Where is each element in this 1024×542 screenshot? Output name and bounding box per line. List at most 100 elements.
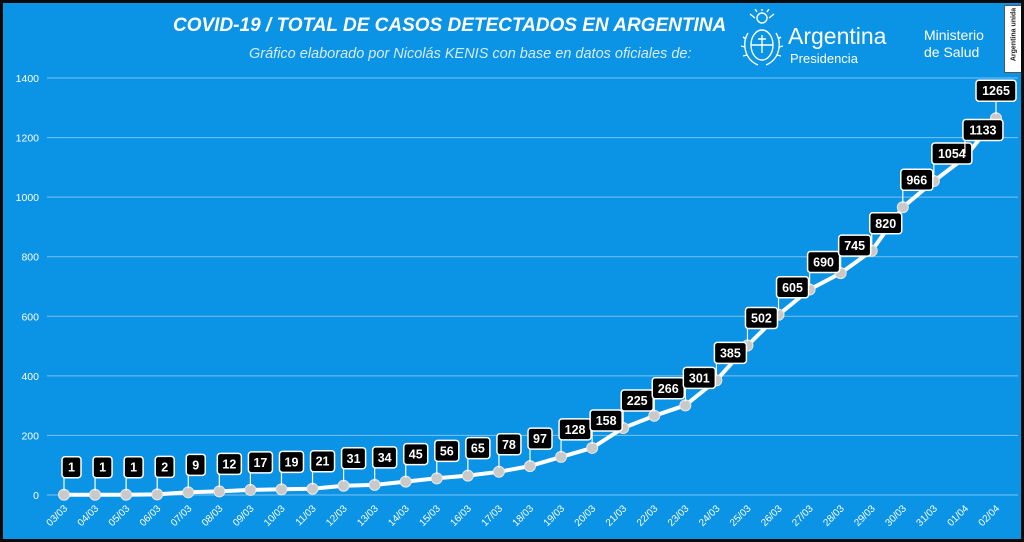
coat-of-arms-icon <box>740 9 784 66</box>
data-label-value: 2 <box>161 460 168 474</box>
data-point <box>368 478 381 491</box>
data-label: 17 <box>247 451 274 486</box>
data-label: 31 <box>340 447 367 482</box>
x-tick-label: 02/04 <box>977 503 1003 529</box>
data-label: 690 <box>806 250 841 286</box>
data-label: 301 <box>682 366 717 402</box>
x-tick-label: 13/03 <box>355 503 381 529</box>
x-tick-label: 30/03 <box>883 503 909 529</box>
data-label: 45 <box>402 442 429 478</box>
data-label-box <box>527 427 553 450</box>
data-label-value: 17 <box>253 456 267 470</box>
x-tick-label: 10/03 <box>262 503 288 529</box>
data-label: 1 <box>61 455 82 491</box>
data-label-box <box>465 436 491 460</box>
data-label-box <box>589 409 623 432</box>
x-tick-label: 09/03 <box>231 503 257 529</box>
x-tick-label: 26/03 <box>759 503 785 529</box>
data-label: 56 <box>434 439 460 475</box>
data-label: 1265 <box>975 79 1017 115</box>
data-label-box <box>900 168 934 192</box>
x-tick-label: 19/03 <box>542 503 568 529</box>
data-point <box>151 488 164 501</box>
data-point <box>648 409 661 422</box>
data-label-value: 78 <box>502 438 516 452</box>
chart-subtitle: Gráfico elaborado por Nicolás KENIS con … <box>249 46 692 62</box>
data-label: 745 <box>837 234 872 270</box>
data-label: 78 <box>496 433 522 468</box>
data-label: 2 <box>154 455 175 491</box>
chart-canvas: 0 200 400 600 800 1000 1200 1400 03/03 04/03 05/0… <box>16 73 1018 529</box>
data-label: 34 <box>371 446 398 481</box>
data-label-box <box>154 455 175 479</box>
data-point <box>524 460 536 473</box>
data-label-value: 128 <box>565 423 586 437</box>
data-label-box <box>962 118 1004 142</box>
data-label-value: 502 <box>751 311 772 325</box>
x-axis-ticks: 03/03 04/03 05/03 06/03 07/03 08/03 09/03 10/03… <box>45 503 1003 529</box>
data-label-box <box>278 450 305 474</box>
data-label-box <box>92 455 113 479</box>
data-label-box <box>434 439 460 463</box>
y-tick-label: 400 <box>21 371 39 383</box>
argentina-wordmark: Argentina <box>788 23 887 49</box>
y-tick-label: 1400 <box>16 73 40 85</box>
data-label: 1133 <box>962 118 1004 154</box>
data-point <box>461 469 474 482</box>
x-tick-label: 17/03 <box>480 503 506 529</box>
y-tick-label: 0 <box>33 490 39 502</box>
data-label-value: 45 <box>409 448 423 462</box>
data-point <box>182 486 195 499</box>
x-tick-label: 31/03 <box>915 503 941 529</box>
data-label: 21 <box>309 449 336 485</box>
data-label-value: 1 <box>130 461 137 475</box>
data-label-box <box>216 452 243 476</box>
data-label-value: 1 <box>99 461 106 475</box>
data-label-box <box>806 250 841 274</box>
x-tick-label: 06/03 <box>138 503 164 529</box>
data-label-box <box>775 276 810 299</box>
data-label-value: 65 <box>471 442 485 456</box>
data-point <box>306 482 319 495</box>
data-label-value: 266 <box>658 382 679 396</box>
x-tick-label: 20/03 <box>573 503 599 529</box>
data-label-value: 12 <box>222 457 236 471</box>
data-label-box <box>123 455 144 479</box>
data-point <box>120 488 133 501</box>
data-point <box>213 485 226 498</box>
data-label: 9 <box>185 453 207 489</box>
x-tick-label: 05/03 <box>107 503 133 529</box>
data-label-box <box>340 447 367 470</box>
data-label-value: 301 <box>689 371 710 385</box>
gridlines <box>47 77 1018 496</box>
data-label-box <box>620 389 654 412</box>
data-point <box>896 201 909 214</box>
x-tick-label: 11/03 <box>294 503 319 528</box>
x-tick-label: 23/03 <box>666 503 692 529</box>
data-label-box <box>682 366 717 390</box>
x-tick-label: 27/03 <box>790 503 816 529</box>
data-label: 1 <box>123 455 144 491</box>
data-label: 158 <box>589 409 623 444</box>
data-label: 225 <box>620 389 654 424</box>
data-label-box <box>247 451 274 474</box>
y-axis-ticks: 0 200 400 600 800 1000 1200 1400 <box>16 73 40 502</box>
data-label-value: 605 <box>782 281 803 295</box>
data-label-value: 158 <box>596 414 617 428</box>
data-point <box>555 450 568 463</box>
data-label: 19 <box>278 450 305 486</box>
argentina-unida-badge: Argentina unida <box>1004 5 1021 73</box>
data-label: 12 <box>216 452 243 488</box>
data-label-value: 966 <box>906 173 927 187</box>
data-labels: 1 1 1 2 9 12 17 19 21 31 34 45 56 65 78 971281582252663… <box>61 79 1017 491</box>
data-label-value: 1133 <box>969 124 996 138</box>
data-point <box>275 483 288 496</box>
data-label: 65 <box>465 436 491 472</box>
data-label-value: 745 <box>844 239 865 253</box>
data-label-box <box>61 455 82 479</box>
x-tick-label: 01/04 <box>946 503 972 529</box>
argentina-unida-label: Argentina unida <box>1010 7 1018 62</box>
argentina-presidencia-logo: Argentina Presidencia <box>740 9 910 73</box>
x-tick-label: 22/03 <box>635 503 661 529</box>
